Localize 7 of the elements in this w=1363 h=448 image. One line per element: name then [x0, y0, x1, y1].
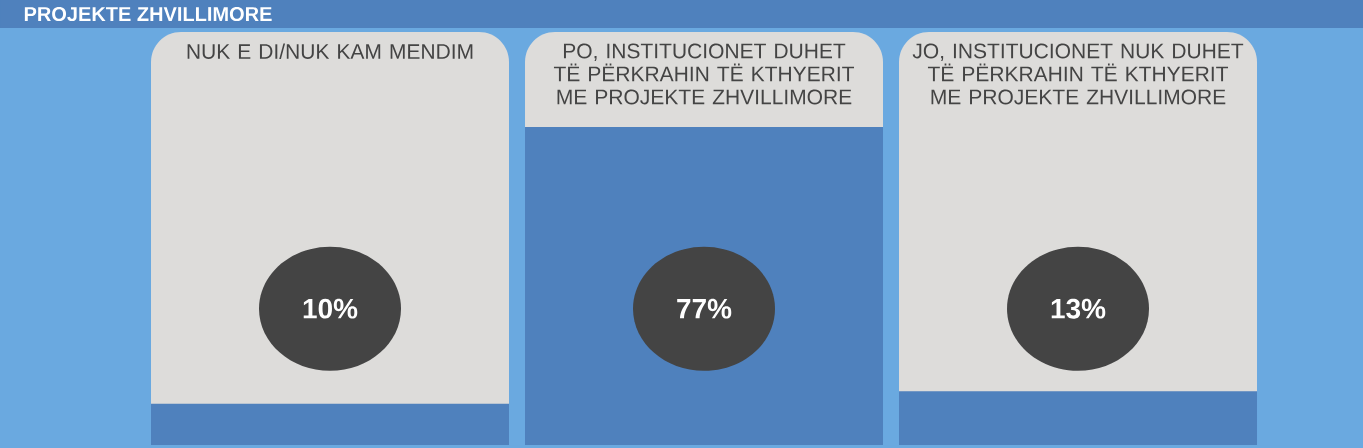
data-label: 13%: [1051, 298, 1106, 319]
chart-title: PROJEKTE ZHVILLIMORE: [24, 6, 272, 22]
x-tick-label: NUK E DI/NUK KAM MENDIM: [187, 43, 473, 59]
data-label: 10%: [303, 298, 358, 319]
x-tick-label: PO, INSTITUCIONET DUHET TË PËRKRAHIN TË KTHYERIT ME PROJEKTE ZHVILLIMORE: [553, 43, 855, 105]
x-tick-label: JO, INSTITUCIONET NUK DUHET TË PËRKRAHIN TË KTHYERIT ME PROJEKTE ZHVILLIMORE: [912, 43, 1244, 105]
data-label: 77%: [677, 298, 732, 319]
